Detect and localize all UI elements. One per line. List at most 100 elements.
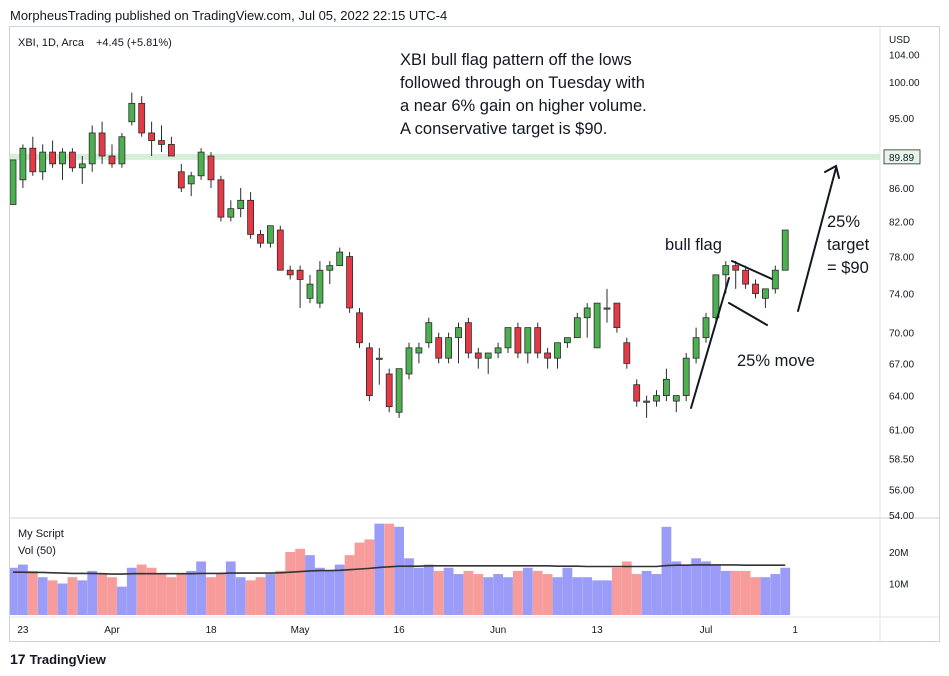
time-tick-label: Jul xyxy=(700,625,713,636)
candle xyxy=(158,125,165,153)
candle xyxy=(474,347,482,369)
volume-bar xyxy=(18,564,28,615)
time-tick-label: 18 xyxy=(205,625,217,636)
candle-body-up xyxy=(375,357,383,360)
candle-body-up xyxy=(573,317,581,339)
volume-bar xyxy=(305,555,315,615)
time-tick-label: 16 xyxy=(394,625,406,636)
candle-body-up xyxy=(326,265,334,271)
volume-bar xyxy=(443,567,454,615)
candle-body-down xyxy=(207,155,215,181)
candle xyxy=(732,261,740,289)
candle-body-down xyxy=(148,132,156,141)
target-label-line-3: = $90 xyxy=(827,259,869,277)
candle-body-down xyxy=(177,171,185,189)
candle-body-up xyxy=(405,347,413,375)
volume-bar xyxy=(493,574,503,615)
candle-body-up xyxy=(197,151,205,177)
volume-bar xyxy=(671,561,682,615)
volume-bar xyxy=(216,574,226,615)
candle-body-down xyxy=(286,269,294,276)
tradingview-brand[interactable]: 17 TradingView xyxy=(10,651,106,667)
candle xyxy=(316,261,324,308)
candle xyxy=(554,342,561,369)
price-tick-label: 61.00 xyxy=(889,425,914,436)
volume-bar xyxy=(295,548,305,615)
price-tick-label: 56.00 xyxy=(889,485,914,496)
candle-body-down xyxy=(544,352,551,359)
candle xyxy=(633,379,641,407)
candle xyxy=(702,312,710,343)
price-axis-unit: USD xyxy=(889,35,910,46)
candle xyxy=(217,175,225,222)
volume-bar xyxy=(285,552,296,615)
price-tick-label: 64.00 xyxy=(889,392,914,403)
candle xyxy=(623,337,631,369)
candle xyxy=(425,317,433,348)
price-tick-label: 86.00 xyxy=(889,184,914,195)
candle xyxy=(375,347,383,385)
volume-bar xyxy=(245,580,256,615)
volume-ma-line xyxy=(13,564,786,575)
candle xyxy=(257,230,264,248)
time-tick-label: May xyxy=(291,625,310,636)
candle xyxy=(365,342,373,402)
candle-body-up xyxy=(39,151,47,173)
candle xyxy=(286,265,294,280)
candle-body-up xyxy=(504,327,512,349)
volume-bar xyxy=(47,580,58,615)
candle-body-up xyxy=(445,337,453,359)
candle-body-down xyxy=(108,155,116,165)
volume-bar xyxy=(691,558,701,615)
candle xyxy=(128,92,136,126)
candle xyxy=(455,322,462,364)
candle xyxy=(39,144,47,180)
volume-bar xyxy=(562,567,573,615)
tradingview-logo-icon: 17 xyxy=(10,651,26,667)
volume-bar xyxy=(661,526,672,615)
commentary-block: XBI bull flag pattern off the lows follo… xyxy=(400,51,647,138)
volume-bar xyxy=(57,583,68,615)
volume-bar xyxy=(612,567,622,615)
candle xyxy=(118,132,126,168)
candle xyxy=(564,337,571,348)
volume-bar xyxy=(255,577,266,615)
flag-lower-line xyxy=(728,302,768,326)
time-tick-label: Jun xyxy=(490,625,506,636)
volume-bar xyxy=(364,539,375,615)
candle xyxy=(177,163,185,193)
candle-body-up xyxy=(583,307,591,319)
drawings xyxy=(690,164,840,409)
candle-body-down xyxy=(623,342,631,364)
volume-bar xyxy=(602,580,612,615)
time-tick-label: 23 xyxy=(17,625,29,636)
candle xyxy=(266,225,274,248)
volume-bar xyxy=(423,564,434,615)
volume-bar xyxy=(463,570,474,615)
volume-bar xyxy=(136,564,147,615)
volume-bar xyxy=(780,567,791,615)
target-level-band xyxy=(10,153,880,160)
candle-body-up xyxy=(266,225,274,244)
level-price-tag xyxy=(883,149,921,165)
volume-bar xyxy=(770,574,781,615)
volume-pane-title: My Script xyxy=(18,528,64,540)
price-tick-label: 58.50 xyxy=(889,455,914,466)
candle xyxy=(445,332,453,364)
candle xyxy=(544,347,551,369)
candle-body-up xyxy=(722,265,730,276)
candle-body-up xyxy=(187,175,195,185)
candle-body-down xyxy=(365,347,373,396)
commentary-line-3: a near 6% gain on higher volume. xyxy=(400,97,647,115)
volume-bar xyxy=(37,577,48,615)
candle xyxy=(504,327,512,353)
chart-canvas[interactable]: XBI, 1D, Arca +4.45 (+5.81%) USD 104.001… xyxy=(10,27,939,641)
candle-body-down xyxy=(752,283,759,294)
candle xyxy=(752,279,759,299)
candle xyxy=(207,152,215,188)
candle-body-up xyxy=(128,102,136,123)
candle xyxy=(514,322,522,359)
volume-bar xyxy=(344,555,355,615)
candle-body-up xyxy=(484,352,492,359)
candle-body-up xyxy=(771,269,779,290)
